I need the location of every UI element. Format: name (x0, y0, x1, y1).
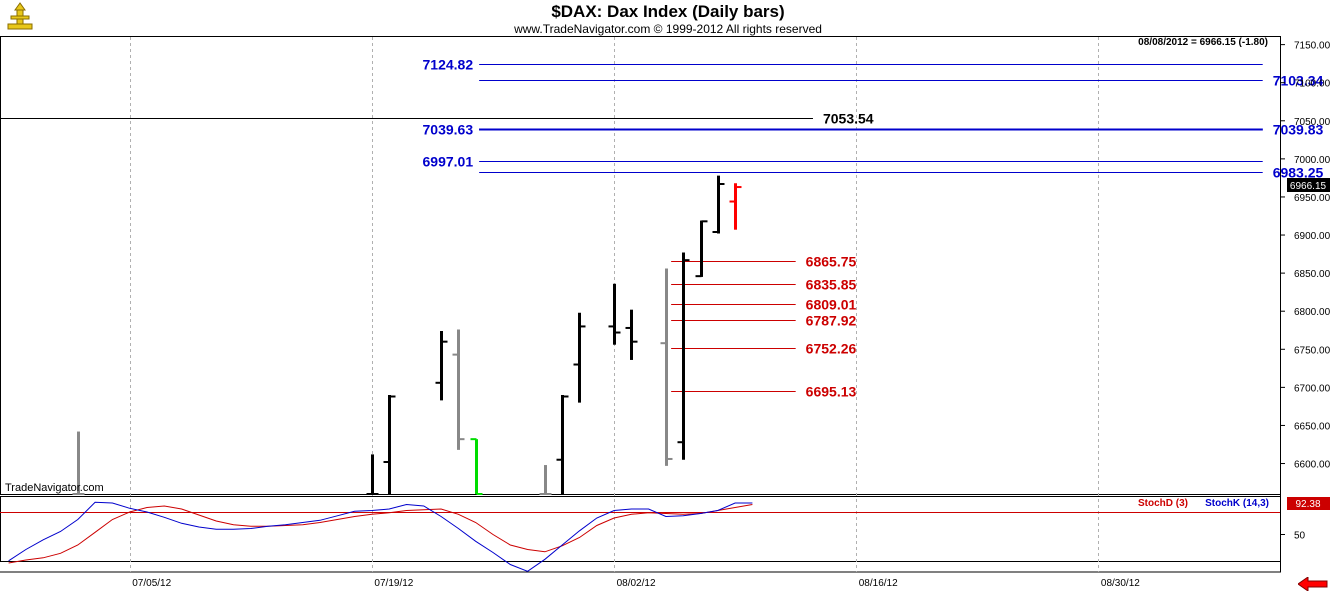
trade-navigator-logo (4, 2, 36, 34)
ohlc-bar (72, 431, 85, 495)
stoch-value-tag: 92.38 (1295, 499, 1320, 510)
stochastic-series-line (8, 504, 753, 564)
date-value-readout: 08/08/2012 = 6966.15 (-1.80) (1138, 37, 1268, 48)
date-tick-label: 08/30/12 (1101, 578, 1140, 589)
ohlc-bar (539, 465, 552, 495)
price-tick-label: 6900.00 (1294, 231, 1331, 242)
ohlc-bar (729, 183, 742, 230)
stochastic-tick-label: 50 (1294, 531, 1306, 542)
legend-stochd: StochD (3) (1138, 498, 1188, 509)
ohlc-bar (695, 220, 708, 278)
price-tick-label: 6650.00 (1294, 421, 1331, 432)
date-axis: 07/05/12 07/19/12 08/02/12 08/16/12 08/30/12 (132, 578, 1140, 589)
ohlc-bar (625, 309, 638, 360)
level-lines: 7124.82 7103.34 7053.54 7039.63 7039.83 6997.… (0, 57, 1324, 400)
level-label: 7103.34 (1273, 73, 1324, 89)
level-label: 6787.92 (806, 313, 857, 329)
level-label: 6752.26 (806, 341, 857, 357)
date-tick-label: 07/05/12 (132, 578, 171, 589)
price-tick-label: 7150.00 (1294, 41, 1331, 52)
chart-subtitle: www.TradeNavigator.com © 1999-2012 All r… (514, 22, 822, 36)
price-tick-label: 6750.00 (1294, 345, 1331, 356)
price-axis: 7150.00 7100.00 7050.00 7000.00 6950.00 6900.… (1280, 41, 1331, 471)
stochastic-series-line (8, 501, 753, 572)
legend-stochk: StochK (14,3) (1205, 498, 1269, 509)
price-tick-label: 6600.00 (1294, 460, 1331, 471)
level-label: 6983.25 (1273, 165, 1324, 181)
ohlc-bar (608, 283, 621, 345)
level-label: 6997.01 (423, 154, 474, 170)
price-bars (72, 175, 742, 495)
level-label: 7039.63 (423, 122, 474, 138)
level-label: 6809.01 (806, 297, 857, 313)
stoch-value-tag-bg (1287, 497, 1330, 510)
current-price-tag-bg (1287, 178, 1330, 192)
level-label: 6865.75 (806, 254, 857, 270)
level-label: 6695.13 (806, 384, 857, 400)
level-label: 7053.54 (823, 111, 874, 127)
ohlc-bar (383, 394, 396, 494)
ohlc-bar (660, 268, 673, 466)
price-panel-frame (0, 36, 1281, 495)
price-tick-label: 6700.00 (1294, 383, 1331, 394)
date-tick-label: 08/02/12 (617, 578, 656, 589)
stochastic-axis: 50 (1280, 531, 1306, 542)
price-tick-label: 7000.00 (1294, 155, 1331, 166)
level-label: 6835.85 (806, 277, 857, 293)
ohlc-bar (573, 312, 586, 403)
chart-title: $DAX: Dax Index (Daily bars) (551, 2, 785, 21)
stochastic-panel-frame (0, 496, 1281, 562)
price-tick-label: 7050.00 (1294, 117, 1331, 128)
watermark-text: TradeNavigator.com (5, 482, 104, 494)
date-tick-label: 08/16/12 (859, 578, 898, 589)
ohlc-bar (452, 329, 465, 450)
stochastic-lines (0, 501, 1280, 572)
level-label: 7039.83 (1273, 122, 1324, 138)
ohlc-bar (435, 331, 448, 401)
current-price-tag: 6966.15 (1290, 181, 1327, 192)
level-label: 7124.82 (423, 57, 474, 73)
price-tick-label: 6950.00 (1294, 193, 1331, 204)
ohlc-bar (470, 438, 483, 495)
price-tick-label: 7100.00 (1294, 79, 1331, 90)
date-tick-label: 07/19/12 (374, 578, 413, 589)
price-tick-label: 6850.00 (1294, 269, 1331, 280)
ohlc-bar (366, 454, 379, 495)
ohlc-bar (712, 175, 725, 234)
ohlc-bar (556, 394, 569, 494)
price-tick-label: 6800.00 (1294, 307, 1331, 318)
ohlc-bar (677, 252, 690, 460)
scroll-left-arrow-icon[interactable] (1297, 576, 1328, 596)
